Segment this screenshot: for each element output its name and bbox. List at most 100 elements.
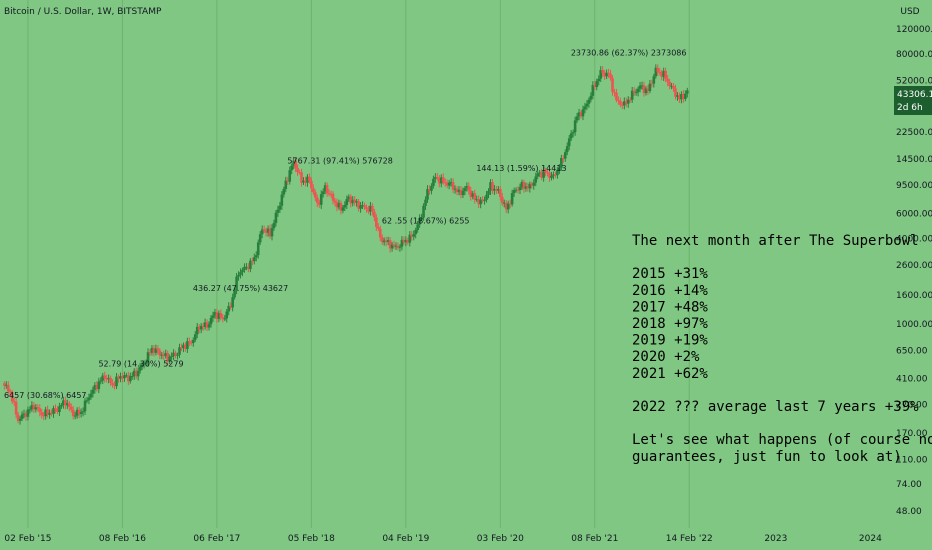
y-tick-label: 2600.00 xyxy=(896,261,932,271)
candle-body xyxy=(270,228,274,237)
y-tick-label: 120000.00 xyxy=(896,25,932,35)
candle-body xyxy=(636,88,640,93)
candle-body xyxy=(536,173,540,177)
candle-body xyxy=(493,188,496,191)
candle-body xyxy=(184,344,187,349)
candle-body xyxy=(231,297,234,308)
note-line: 2020 +2% xyxy=(632,349,700,365)
candle-body xyxy=(251,260,254,262)
candle-body xyxy=(121,376,124,379)
candle-body xyxy=(260,229,264,235)
candle-body xyxy=(50,412,53,414)
candle-body xyxy=(558,167,561,170)
candle-body xyxy=(312,188,315,193)
x-tick-label: 03 Feb '20 xyxy=(477,534,524,544)
measure-annotation: 436.27 (47.75%) 43627 xyxy=(193,284,288,293)
candle-body xyxy=(530,183,534,186)
y-axis[interactable]: 120000.0080000.0052000.0035000.0022500.0… xyxy=(896,25,932,517)
candle-body xyxy=(420,217,423,219)
candle-body xyxy=(237,274,240,277)
candle-body xyxy=(593,85,597,88)
x-axis[interactable]: 02 Feb '15 08 Feb '16 06 Feb '17 05 Feb '18… xyxy=(4,534,882,544)
candle-body xyxy=(363,205,366,208)
symbol-title: Bitcoin / U.S. Dollar, 1W, BITSTAMP xyxy=(4,7,162,17)
candle-body xyxy=(380,237,384,243)
candle-body xyxy=(479,199,482,205)
candle-body xyxy=(156,348,160,351)
candle-body xyxy=(272,222,276,229)
candle-body xyxy=(634,92,638,94)
candle-body xyxy=(644,88,648,94)
candle-body xyxy=(581,109,585,117)
candle-body xyxy=(105,378,108,380)
candle-body xyxy=(245,266,248,268)
candle-body xyxy=(115,376,118,387)
candle-body xyxy=(603,72,606,77)
candle-body xyxy=(125,375,128,377)
candle-body xyxy=(99,380,103,382)
candle-body xyxy=(609,73,612,79)
candle-body xyxy=(138,366,142,371)
candle-body xyxy=(406,239,410,243)
candle-body xyxy=(684,93,687,99)
candle-body xyxy=(282,189,286,195)
candle-body xyxy=(195,326,199,335)
candle-body xyxy=(351,199,355,204)
candle-body xyxy=(32,405,36,410)
candle-body xyxy=(376,226,380,229)
candle-body xyxy=(310,180,313,189)
candle-body xyxy=(398,246,402,248)
candle-body xyxy=(365,207,368,210)
candle-body xyxy=(554,174,557,176)
candle-body xyxy=(473,193,477,200)
candle-body xyxy=(560,158,563,168)
candle-body xyxy=(199,325,203,330)
candle-body xyxy=(103,375,107,379)
candle-body xyxy=(193,334,197,340)
candle-body xyxy=(589,95,593,100)
candle-body xyxy=(404,239,408,243)
candle-body xyxy=(252,257,256,262)
candle-body xyxy=(62,400,65,405)
candle-body xyxy=(191,339,195,344)
y-tick-label: 14500.00 xyxy=(896,155,932,165)
candle-body xyxy=(286,180,290,182)
candle-body xyxy=(508,203,512,205)
candle-body xyxy=(373,211,376,218)
candle-body xyxy=(412,234,416,237)
candle-body xyxy=(601,70,604,73)
candle-body xyxy=(60,404,63,407)
candle-body xyxy=(48,412,51,415)
candle-body xyxy=(186,341,189,349)
candle-body xyxy=(142,363,146,365)
candle-body xyxy=(140,364,144,367)
y-tick-label: 74.00 xyxy=(896,480,922,490)
candle-body xyxy=(75,409,79,416)
candle-body xyxy=(294,160,297,169)
candle-body xyxy=(178,347,181,355)
x-tick-label: 2023 xyxy=(764,534,787,544)
candle-body xyxy=(298,172,301,174)
candle-body xyxy=(132,370,136,376)
candle-body xyxy=(221,317,225,319)
candle-body xyxy=(207,324,211,328)
candle-body xyxy=(428,189,431,191)
candle-layer xyxy=(3,64,689,425)
candle-body xyxy=(148,352,152,354)
candle-body xyxy=(463,188,467,192)
candle-body xyxy=(359,205,362,209)
y-tick-label: 4000.00 xyxy=(896,234,932,244)
candle-body xyxy=(219,313,223,318)
y-tick-label: 1000.00 xyxy=(896,320,932,330)
candle-body xyxy=(109,377,112,383)
y-tick-label: 6000.00 xyxy=(896,209,932,219)
candle-body xyxy=(188,341,191,343)
candle-body xyxy=(331,193,335,201)
candle-body xyxy=(455,188,459,193)
candle-body xyxy=(339,202,343,211)
candle-body xyxy=(449,182,453,184)
candle-body xyxy=(209,317,213,325)
candle-body xyxy=(67,403,71,407)
candle-body xyxy=(119,376,122,379)
